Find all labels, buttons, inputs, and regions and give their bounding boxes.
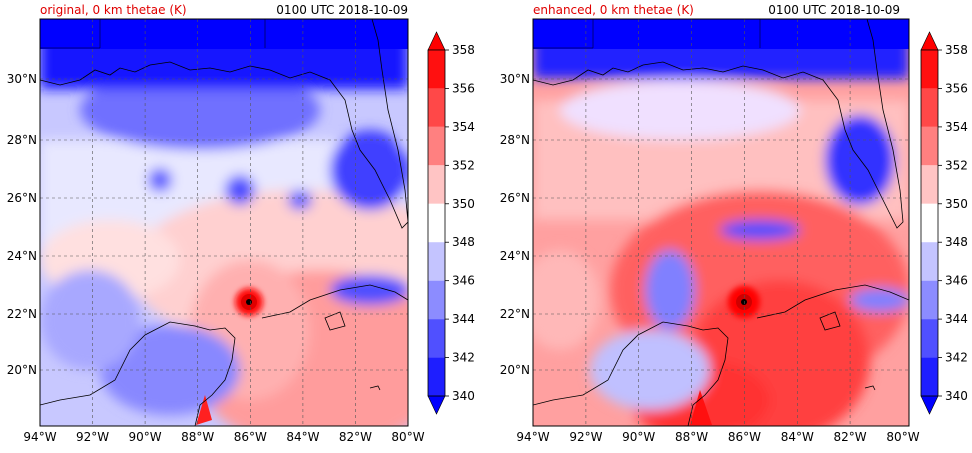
right-y-axis: 30°N 28°N 26°N 24°N 22°N 20°N (500, 72, 530, 377)
left-x-tick-label: 94°W (23, 430, 56, 444)
colorbar-swatch (921, 50, 938, 89)
right-x-tick-label: 82°W (834, 430, 867, 444)
colorbar-tick-label: 346 (452, 274, 475, 288)
left-map-frame (39, 18, 409, 427)
colorbar-swatch (921, 280, 938, 320)
colorbar-tick-label: 340 (452, 389, 475, 403)
colorbar-tick-label: 356 (945, 81, 968, 95)
colorbar-tick-label: 354 (945, 120, 968, 134)
colorbar-tick-label: 352 (945, 158, 968, 172)
colorbar-swatch (428, 126, 445, 166)
colorbar-swatch (921, 357, 938, 396)
colorbar-swatch (428, 203, 445, 243)
colorbar-tick-label: 350 (945, 197, 968, 211)
colorbar-over-arrow (427, 31, 446, 51)
colorbar-frame (920, 49, 939, 397)
colorbar-swatch (921, 126, 938, 166)
colorbar-tick-label: 340 (945, 389, 968, 403)
right-x-tick-label: 94°W (516, 430, 549, 444)
colorbar-swatch (428, 319, 445, 358)
left-gridlines (40, 19, 408, 426)
colorbar-frame (427, 49, 446, 397)
colorbar-tick-label: 342 (452, 351, 475, 365)
colorbar-under-arrow (427, 395, 446, 415)
right-x-tick-label: 80°W (886, 430, 919, 444)
right-panel-title: enhanced, 0 km thetae (K) (533, 3, 694, 17)
right-x-tick-label: 90°W (622, 430, 655, 444)
colorbar-tick-label: 346 (945, 274, 968, 288)
right-x-tick-label: 86°W (728, 430, 761, 444)
colorbar-swatch (428, 50, 445, 89)
colorbar-tick-label: 356 (452, 81, 475, 95)
right-x-tick-label: 92°W (569, 430, 602, 444)
right-map-frame (532, 18, 910, 427)
colorbar-tick-label: 344 (452, 312, 475, 326)
colorbar-tick-label: 342 (945, 351, 968, 365)
left-map-panel: original, 0 km thetae (K) 0100 UTC 2018-… (7, 3, 425, 444)
left-y-tick-label: 28°N (7, 133, 37, 147)
left-y-tick-label: 30°N (7, 72, 37, 86)
colorbar-tick-label: 352 (452, 158, 475, 172)
right-x-tick-label: 88°W (675, 430, 708, 444)
colorbar-swatch (428, 165, 445, 204)
left-y-tick-label: 24°N (7, 249, 37, 263)
right-x-tick-label: 84°W (781, 430, 814, 444)
colorbar-swatch (428, 88, 445, 127)
left-y-tick-label: 26°N (7, 191, 37, 205)
left-x-tick-label: 90°W (129, 430, 162, 444)
colorbar-swatch (921, 203, 938, 243)
colorbar-swatch (428, 242, 445, 281)
colorbar-swatch (921, 88, 938, 127)
colorbar-swatch (428, 280, 445, 320)
left-storm-center-marker (246, 299, 252, 305)
colorbar-swatch (428, 357, 445, 396)
right-y-tick-label: 28°N (500, 133, 530, 147)
colorbar-tick-label: 348 (452, 235, 475, 249)
colorbar-tick-label: 358 (945, 43, 968, 57)
left-panel-title: original, 0 km thetae (K) (40, 3, 187, 17)
left-x-tick-label: 86°W (234, 430, 267, 444)
left-y-axis: 30°N 28°N 26°N 24°N 22°N 20°N (7, 72, 37, 377)
left-x-tick-label: 84°W (286, 430, 319, 444)
right-y-tick-label: 22°N (500, 307, 530, 321)
left-x-axis: 94°W 92°W 90°W 88°W 86°W 84°W 82°W 80°W (23, 430, 424, 444)
colorbar-tick-label: 350 (452, 197, 475, 211)
left-y-tick-label: 20°N (7, 363, 37, 377)
right-y-tick-label: 26°N (500, 191, 530, 205)
colorbar-tick-label: 344 (945, 312, 968, 326)
left-colorbar: 358 356 354 352 350 348 346 344 342 340 (427, 31, 475, 415)
right-panel-time: 0100 UTC 2018-10-09 (768, 3, 900, 17)
colorbar-tick-label: 354 (452, 120, 475, 134)
right-y-tick-label: 20°N (500, 363, 530, 377)
left-y-tick-label: 22°N (7, 307, 37, 321)
colorbar-under-arrow (920, 395, 939, 415)
right-thetae-field (533, 19, 909, 426)
colorbar-tick-label: 348 (945, 235, 968, 249)
right-gridlines (533, 19, 909, 426)
left-x-tick-label: 92°W (76, 430, 109, 444)
left-x-tick-label: 82°W (339, 430, 372, 444)
right-colorbar: 358 356 354 352 350 348 346 344 342 340 (920, 31, 968, 415)
left-panel-time: 0100 UTC 2018-10-09 (276, 3, 408, 17)
colorbar-over-arrow (920, 31, 939, 51)
right-map-panel: enhanced, 0 km thetae (K) 0100 UTC 2018-… (500, 3, 920, 444)
colorbar-swatch (921, 165, 938, 204)
left-thetae-field (40, 19, 408, 426)
right-y-tick-label: 30°N (500, 72, 530, 86)
right-x-axis: 94°W 92°W 90°W 88°W 86°W 84°W 82°W 80°W (516, 430, 919, 444)
left-x-tick-label: 88°W (181, 430, 214, 444)
colorbar-swatch (921, 242, 938, 281)
colorbar-swatch (921, 319, 938, 358)
colorbar-tick-label: 358 (452, 43, 475, 57)
right-y-tick-label: 24°N (500, 249, 530, 263)
right-storm-center-marker (741, 299, 747, 305)
left-x-tick-label: 80°W (391, 430, 424, 444)
